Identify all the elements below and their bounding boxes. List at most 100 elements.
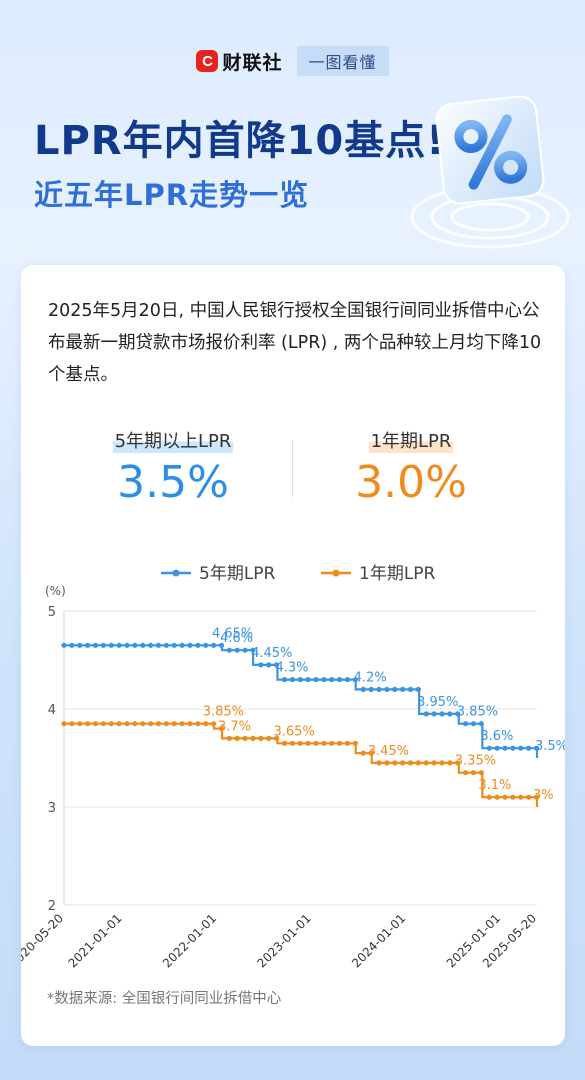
series-marker (100, 642, 106, 648)
series-marker (77, 642, 83, 648)
brand-logo-icon: C (196, 50, 219, 72)
series-marker (400, 686, 406, 692)
series-marker (203, 721, 209, 727)
brand-name: 财联社 (222, 51, 283, 74)
data-label: 4.3% (275, 661, 308, 676)
series-marker (305, 677, 311, 683)
series-marker (289, 740, 295, 746)
legend-marker (172, 569, 180, 577)
brand-bar: C 财联社 一图看懂 (0, 46, 585, 76)
series-marker (124, 642, 130, 648)
series-marker (321, 740, 327, 746)
series-marker (400, 760, 406, 766)
series-marker (455, 711, 461, 717)
series-marker (313, 740, 319, 746)
series-marker (526, 745, 532, 751)
series-marker (274, 735, 280, 741)
series-marker (463, 770, 469, 776)
series-marker (478, 770, 484, 776)
series-marker (344, 677, 351, 683)
intro-text: 2025年5月20日, 中国人民银行授权全国银行间同业拆借中心公布最新一期贷款市… (48, 301, 542, 385)
data-label: 3.5% (535, 739, 565, 754)
series-marker (526, 794, 532, 800)
y-tick-label: 4 (48, 703, 56, 718)
series-marker (116, 721, 122, 727)
series-marker (250, 735, 256, 741)
series-marker (242, 735, 248, 741)
series-marker (61, 642, 67, 648)
series-line (64, 722, 539, 807)
data-label: 3.85% (457, 705, 498, 720)
data-label: 3.95% (417, 695, 458, 710)
x-tick-label: 2020-05-20 (21, 911, 66, 970)
y-tick-label: 2 (48, 899, 56, 914)
brand: C 财联社 (196, 48, 282, 75)
series-marker (502, 794, 508, 800)
content-card: 2025年5月20日, 中国人民银行授权全国银行间同业拆借中心公布最新一期贷款市… (21, 265, 565, 1046)
series-marker (502, 745, 508, 751)
series-marker (218, 726, 225, 732)
series-marker (258, 735, 264, 741)
data-label: 3.7% (218, 719, 251, 734)
series-marker (518, 794, 524, 800)
series-marker (281, 677, 288, 683)
series-marker (297, 677, 303, 683)
series-marker (281, 740, 288, 746)
series-marker (234, 647, 240, 653)
series-marker (124, 721, 130, 727)
series-marker (392, 686, 398, 692)
series-marker (108, 721, 114, 727)
series-marker (108, 642, 114, 648)
series-marker (116, 642, 122, 648)
series-marker (392, 760, 398, 766)
y-tick-label: 3 (48, 801, 56, 816)
data-label: 3.85% (203, 705, 244, 720)
page-title: LPR年内首降10基点! (34, 118, 446, 164)
kpi-1y-value: 3.0% (355, 457, 467, 508)
data-label: 4.65% (212, 626, 253, 641)
series-marker (329, 740, 335, 746)
series-marker (250, 647, 256, 653)
series-marker (344, 740, 351, 746)
series-marker (85, 721, 91, 727)
series-marker (297, 740, 303, 746)
page-subtitle: 近五年LPR走势一览 (34, 178, 310, 212)
data-label: 4.45% (251, 646, 292, 661)
series-marker (218, 642, 225, 648)
series-marker (187, 721, 193, 727)
series-marker (69, 642, 75, 648)
series-marker (258, 662, 264, 668)
series-marker (266, 662, 272, 668)
brand-tag: 一图看懂 (296, 46, 389, 76)
series-marker (171, 721, 177, 727)
x-tick-label: 2023-01-01 (255, 911, 314, 970)
series-marker (61, 721, 67, 727)
series-marker (352, 740, 358, 746)
series-marker (368, 750, 374, 756)
series-marker (100, 721, 106, 727)
series-marker (69, 721, 75, 727)
series-marker (510, 794, 516, 800)
series-marker (455, 760, 461, 766)
series-marker (92, 642, 99, 648)
kpi-divider (292, 441, 293, 497)
series-marker (447, 711, 453, 717)
series-marker (376, 686, 382, 692)
data-label: 3% (533, 788, 554, 803)
series-marker (226, 647, 232, 653)
series-marker (234, 735, 240, 741)
series-marker (431, 711, 437, 717)
series-marker (510, 745, 516, 751)
series-line (64, 644, 539, 758)
series-marker (494, 745, 500, 751)
series-marker (337, 740, 343, 746)
series-marker (211, 642, 217, 648)
data-label: 4.6% (220, 631, 253, 646)
x-tick-label: 2021-01-01 (65, 911, 124, 970)
series-marker (423, 760, 429, 766)
series-marker (384, 760, 390, 766)
data-source: *数据来源: 全国银行间同业拆借中心 (47, 991, 282, 1007)
y-axis-label: (%) (45, 584, 66, 598)
legend-marker (332, 569, 340, 577)
series-marker (187, 642, 193, 648)
